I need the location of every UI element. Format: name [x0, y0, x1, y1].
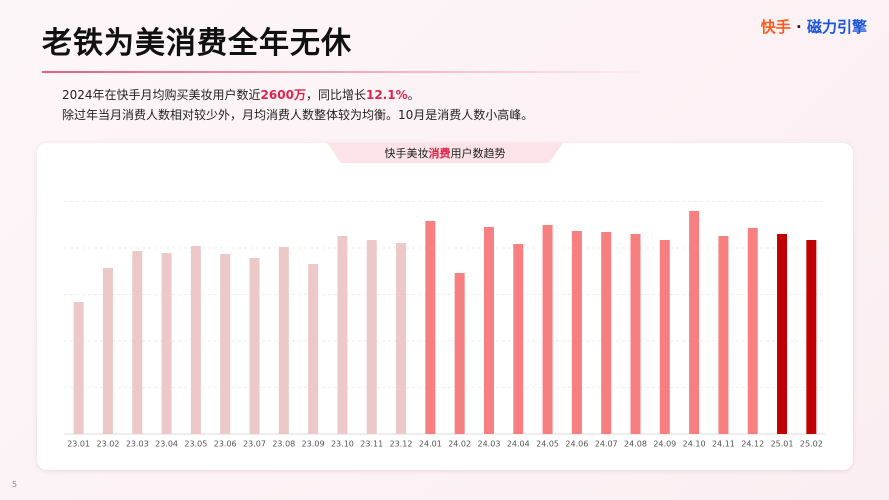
x-tick-label: 23.01	[67, 440, 90, 449]
bar	[571, 231, 582, 434]
summary-line: 2024年在快手月均购买美妆用户数近2600万，同比增长12.1%。	[62, 86, 420, 103]
bar	[806, 240, 817, 434]
x-tick-label: 23.04	[155, 440, 178, 449]
x-tick-label: 25.01	[771, 440, 794, 449]
x-tick-label: 23.06	[214, 440, 237, 449]
bar	[425, 221, 436, 434]
x-tick-label: 23.10	[331, 440, 354, 449]
bar	[601, 232, 612, 434]
x-tick-label: 24.08	[624, 440, 647, 449]
bar	[132, 251, 143, 434]
x-tick-label: 24.01	[419, 440, 442, 449]
bar	[278, 247, 289, 434]
bar	[454, 273, 465, 434]
x-tick-label: 24.12	[741, 440, 764, 449]
x-tick-label: 24.06	[565, 440, 588, 449]
x-tick-label: 23.12	[390, 440, 413, 449]
x-tick-label: 23.09	[302, 440, 325, 449]
x-tick-label: 23.03	[126, 440, 149, 449]
text: 2024年在快手月均购买美妆用户数近	[62, 88, 261, 102]
bar	[777, 234, 788, 434]
title-part: 快手美妆	[385, 146, 429, 160]
bar	[102, 268, 113, 434]
chart-title: 快手美妆消费用户数趋势	[385, 146, 506, 160]
bar	[747, 228, 758, 434]
bar	[366, 240, 377, 434]
summary-line: 除过年当月消费人数相对较少外，月均消费人数整体较为均衡。10月是消费人数小高峰。	[62, 108, 534, 122]
highlight: 12.1%	[365, 88, 408, 102]
slide-title: 老铁为美消费全年无休	[42, 26, 352, 61]
x-tick-label: 24.07	[595, 440, 618, 449]
bar	[220, 254, 231, 434]
x-tick-label: 24.03	[478, 440, 501, 449]
x-tick-label: 24.09	[653, 440, 676, 449]
bar	[308, 264, 319, 434]
bar	[542, 225, 553, 434]
text: 。	[407, 88, 420, 102]
x-tick-label: 24.10	[683, 440, 706, 449]
bar	[718, 236, 729, 434]
title-part: 用户数趋势	[451, 146, 506, 160]
x-tick-label: 24.02	[448, 440, 471, 449]
bar	[73, 302, 84, 434]
chart: 快手美妆消费用户数趋势 23.01 23.02 23.03 23.04 23.05 23.…	[64, 143, 826, 449]
x-tick-label: 24.05	[536, 440, 559, 449]
brand-right: 磁力引擎	[806, 18, 867, 36]
bar	[396, 243, 407, 434]
brand: 快手 · 磁力引擎	[761, 16, 867, 37]
x-tick-label: 24.11	[712, 440, 735, 449]
bar	[513, 244, 524, 434]
title-rule	[42, 71, 652, 73]
x-tick-label: 23.05	[184, 440, 207, 449]
bar	[249, 258, 260, 434]
highlight: 2600万	[260, 88, 306, 102]
bar	[190, 246, 201, 434]
x-tick-label: 23.07	[243, 440, 266, 449]
bar	[337, 236, 348, 434]
brand-sep: ·	[796, 18, 802, 36]
chart-card: 快手美妆消费用户数趋势 23.01 23.02 23.03 23.04 23.05 23.…	[37, 143, 853, 470]
x-tick-label: 25.02	[800, 440, 823, 449]
x-tick-label: 23.11	[360, 440, 383, 449]
bar	[483, 227, 494, 434]
bar	[659, 240, 670, 434]
page-number: 5	[12, 480, 18, 489]
x-tick-label: 23.02	[97, 440, 120, 449]
brand-left: 快手	[760, 18, 791, 36]
x-tick-label: 24.04	[507, 440, 530, 449]
text: ，同比增长	[305, 88, 366, 102]
x-tick-label: 23.08	[272, 440, 295, 449]
bar	[689, 211, 700, 434]
bar	[161, 253, 172, 434]
title-banner	[327, 143, 563, 163]
bar	[630, 234, 641, 434]
title-part: 消费	[429, 146, 451, 160]
